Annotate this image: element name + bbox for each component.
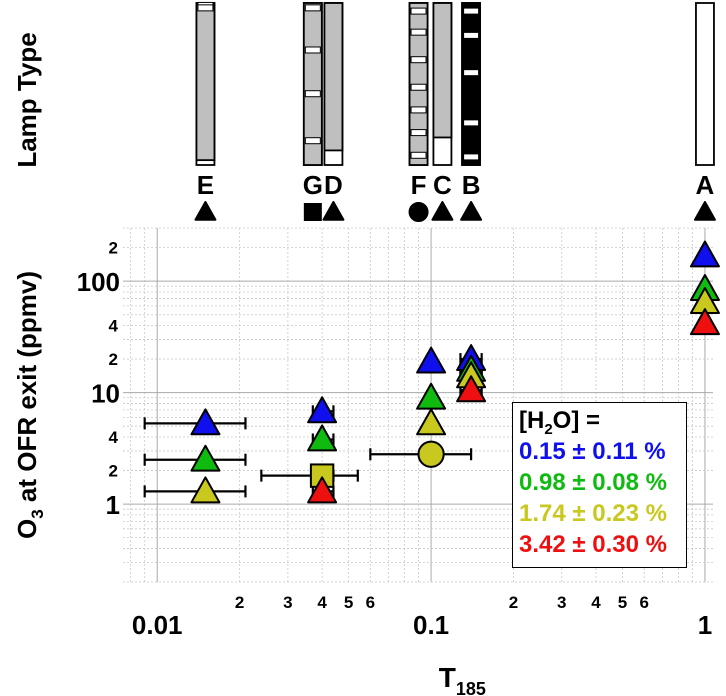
- lamp-letter-A: A: [696, 170, 715, 200]
- legend-title: [H2O] =: [519, 405, 686, 438]
- legend-entry-green: 0.98 ± 0.08 %: [519, 469, 667, 496]
- x-tick-label-minor: 6: [639, 593, 648, 612]
- data-point-yellow-circle: [417, 440, 445, 468]
- y-tick-label-minor: 4: [109, 317, 119, 336]
- y-tick-label-minor: 2: [109, 350, 118, 369]
- lamp-letter-C: C: [433, 170, 452, 200]
- legend: [H2O] = 0.15 ± 0.11 % 0.98 ± 0.08 % 1.74…: [512, 402, 687, 568]
- data-point-yellow-triangle: [190, 476, 221, 504]
- lamp-letter-E: E: [197, 170, 214, 200]
- lamp-band-G: [304, 90, 321, 98]
- legend-title-rest: O] =: [552, 407, 601, 434]
- lamp-band-B: [463, 31, 480, 39]
- y-tick-label-minor: 4: [109, 428, 119, 447]
- y-tick-label-major: 10: [91, 379, 120, 409]
- x-tick-label-minor: 3: [557, 593, 566, 612]
- lamp-band-F: [410, 83, 427, 91]
- data-point-blue-triangle: [307, 396, 338, 424]
- lamp-marker-A: [693, 201, 716, 221]
- legend-entry-blue: 0.15 ± 0.11 %: [519, 438, 666, 465]
- data-point-green-triangle: [190, 444, 221, 472]
- data-point-red-triangle: [689, 308, 720, 336]
- y-tick-label-minor: 2: [109, 239, 118, 258]
- x-tick-label-minor: 2: [235, 593, 244, 612]
- lamp-marker-D: [322, 201, 345, 221]
- lamp-type-panel: Lamp Type E G D F C B A: [12, 1, 716, 222]
- lamp-band-E: [197, 4, 214, 12]
- data-point-blue-triangle: [689, 240, 720, 268]
- error-bars: [143, 353, 483, 498]
- lamp-type-label: Lamp Type: [12, 32, 42, 167]
- lamp-band-F: [410, 28, 427, 36]
- x-tick-label-minor: 4: [591, 593, 601, 612]
- y-axis-label: O3 at OFR exit (ppmv): [12, 271, 47, 539]
- lamp-band-B: [463, 119, 480, 127]
- data-point-red-triangle: [307, 476, 338, 504]
- lamp-band-F: [410, 151, 427, 159]
- x-tick-label-minor: 6: [366, 593, 375, 612]
- lamp-fill-G: [302, 2, 323, 166]
- x-tick-label-minor: 5: [618, 593, 627, 612]
- lamp-letter-G: G: [303, 170, 323, 200]
- x-tick-label-minor: 5: [344, 593, 353, 612]
- lamp-marker-C: [431, 201, 454, 221]
- lamp-letter-B: B: [462, 170, 481, 200]
- lamp-band-F: [410, 7, 427, 15]
- lamp-band-G: [304, 137, 321, 145]
- lamp-fill-D: [323, 2, 344, 152]
- data-point-blue-triangle: [416, 346, 447, 374]
- y-tick-label-major: 100: [77, 267, 120, 297]
- lamp-fill-E: [195, 2, 216, 162]
- x-tick-label-major: 0.01: [132, 610, 183, 640]
- x-tick-label-major: 0.1: [413, 610, 449, 640]
- data-point-yellow-triangle: [416, 408, 447, 436]
- lamp-marker-F: [408, 202, 429, 222]
- x-tick-label-major: 1: [698, 610, 712, 640]
- data-point-green-triangle: [307, 424, 338, 452]
- lamp-letter-F: F: [411, 170, 427, 200]
- legend-title-main: [H: [519, 407, 545, 434]
- lamp-band-F: [410, 129, 427, 137]
- data-point-red-triangle: [456, 375, 487, 403]
- y-tick-label-minor: 2: [109, 462, 118, 481]
- lamp-fill-B: [461, 2, 482, 166]
- y-tick-label-major: 1: [106, 490, 120, 520]
- lamp-tube-A: [695, 2, 715, 166]
- x-tick-label-minor: 3: [283, 593, 292, 612]
- x-tick-label-minor: 2: [509, 593, 518, 612]
- lamp-band-B: [463, 7, 480, 15]
- lamp-band-G: [304, 46, 321, 54]
- x-tick-label-minor: 4: [317, 593, 327, 612]
- x-axis-label: T185: [439, 662, 486, 696]
- lamp-letter-D: D: [324, 170, 343, 200]
- axis-labels: T185 O3 at OFR exit (ppmv): [12, 271, 486, 696]
- lamp-fill-C: [432, 2, 453, 139]
- legend-title-sub: 2: [544, 420, 553, 438]
- lamp-band-B: [463, 69, 480, 77]
- legend-entry-red: 3.42 ± 0.30 %: [519, 531, 667, 558]
- data-point-blue-triangle: [190, 408, 221, 436]
- lamp-marker-B: [460, 201, 483, 221]
- legend-entry-yellow: 1.74 ± 0.23 %: [519, 500, 667, 527]
- lamp-band-G: [304, 4, 321, 12]
- lamp-band-F: [410, 106, 427, 114]
- lamp-marker-G: [303, 203, 322, 221]
- data-points: [190, 240, 720, 504]
- lamp-band-F: [410, 56, 427, 64]
- lamp-marker-E: [194, 201, 217, 221]
- lamp-band-B: [463, 153, 480, 161]
